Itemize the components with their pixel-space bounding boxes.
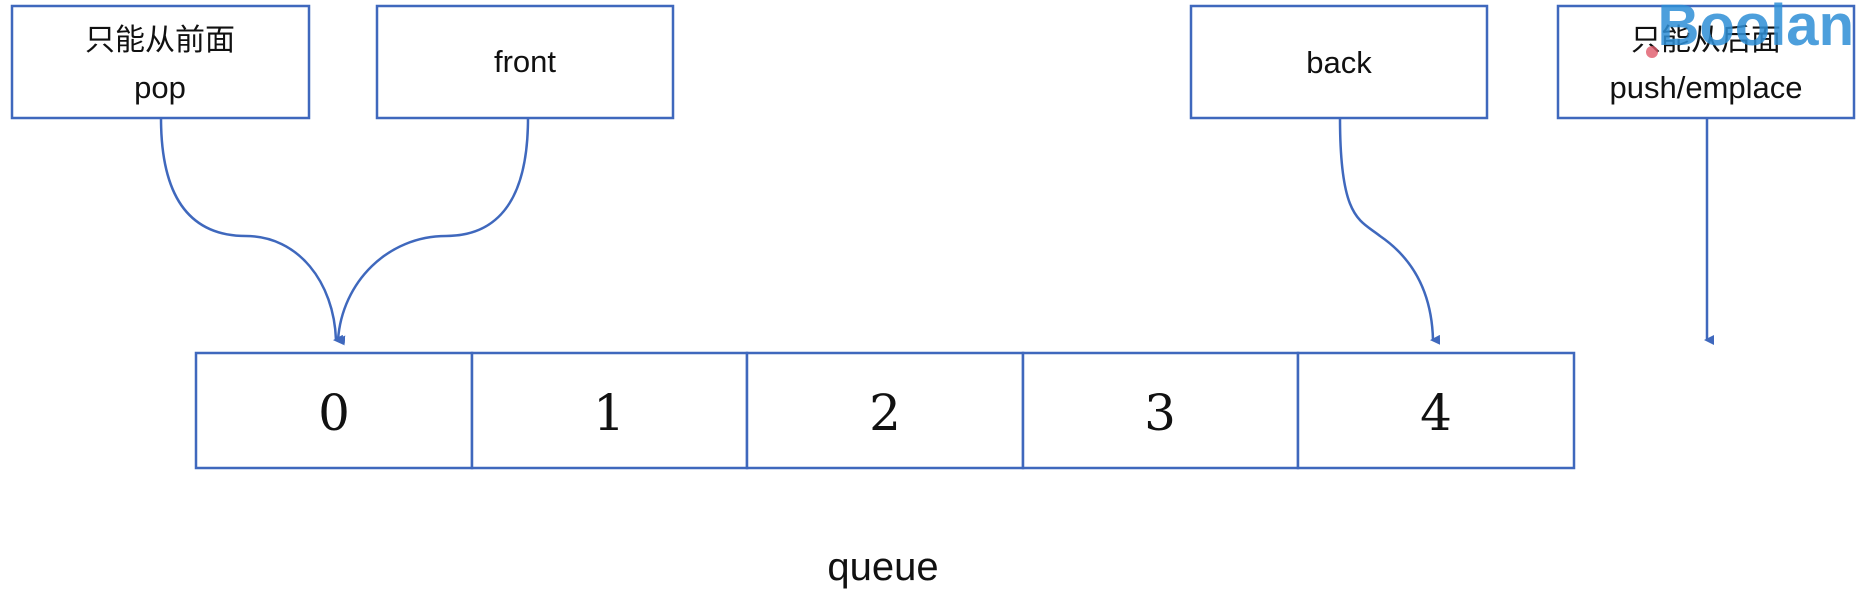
queue-cell-4: 4 [1296, 351, 1576, 470]
pop-cn-label: 只能从前面 [85, 23, 235, 58]
back-label: back [1306, 45, 1372, 80]
cell-value-0: 0 [318, 384, 350, 442]
queue-cell-3: 3 [1021, 351, 1300, 470]
push-label: push/emplace [1609, 70, 1802, 105]
boolan-watermark: Boolan [1657, 0, 1854, 58]
push-box: 只能从后面 push/emplace [1556, 4, 1856, 120]
cell-value-4: 4 [1420, 384, 1452, 442]
cell-value-2: 2 [869, 384, 901, 442]
front-arrow [335, 117, 530, 346]
queue-cell-1: 1 [470, 351, 749, 470]
back-arrow [1338, 117, 1441, 345]
front-label: front [494, 44, 556, 79]
cell-value-3: 3 [1144, 384, 1176, 442]
queue-cell-0: 0 [194, 351, 474, 470]
pop-arrow [159, 117, 344, 345]
cell-value-1: 1 [593, 384, 625, 442]
queue-cells: 0 1 2 3 4 [194, 351, 1576, 470]
front-box: front [375, 4, 675, 120]
back-box: back [1189, 4, 1489, 120]
queue-caption: queue [827, 545, 938, 589]
pop-label: pop [134, 70, 186, 105]
cursor-dot [1646, 46, 1658, 58]
pop-box: 只能从前面 pop [10, 4, 311, 120]
queue-cell-2: 2 [745, 351, 1025, 470]
